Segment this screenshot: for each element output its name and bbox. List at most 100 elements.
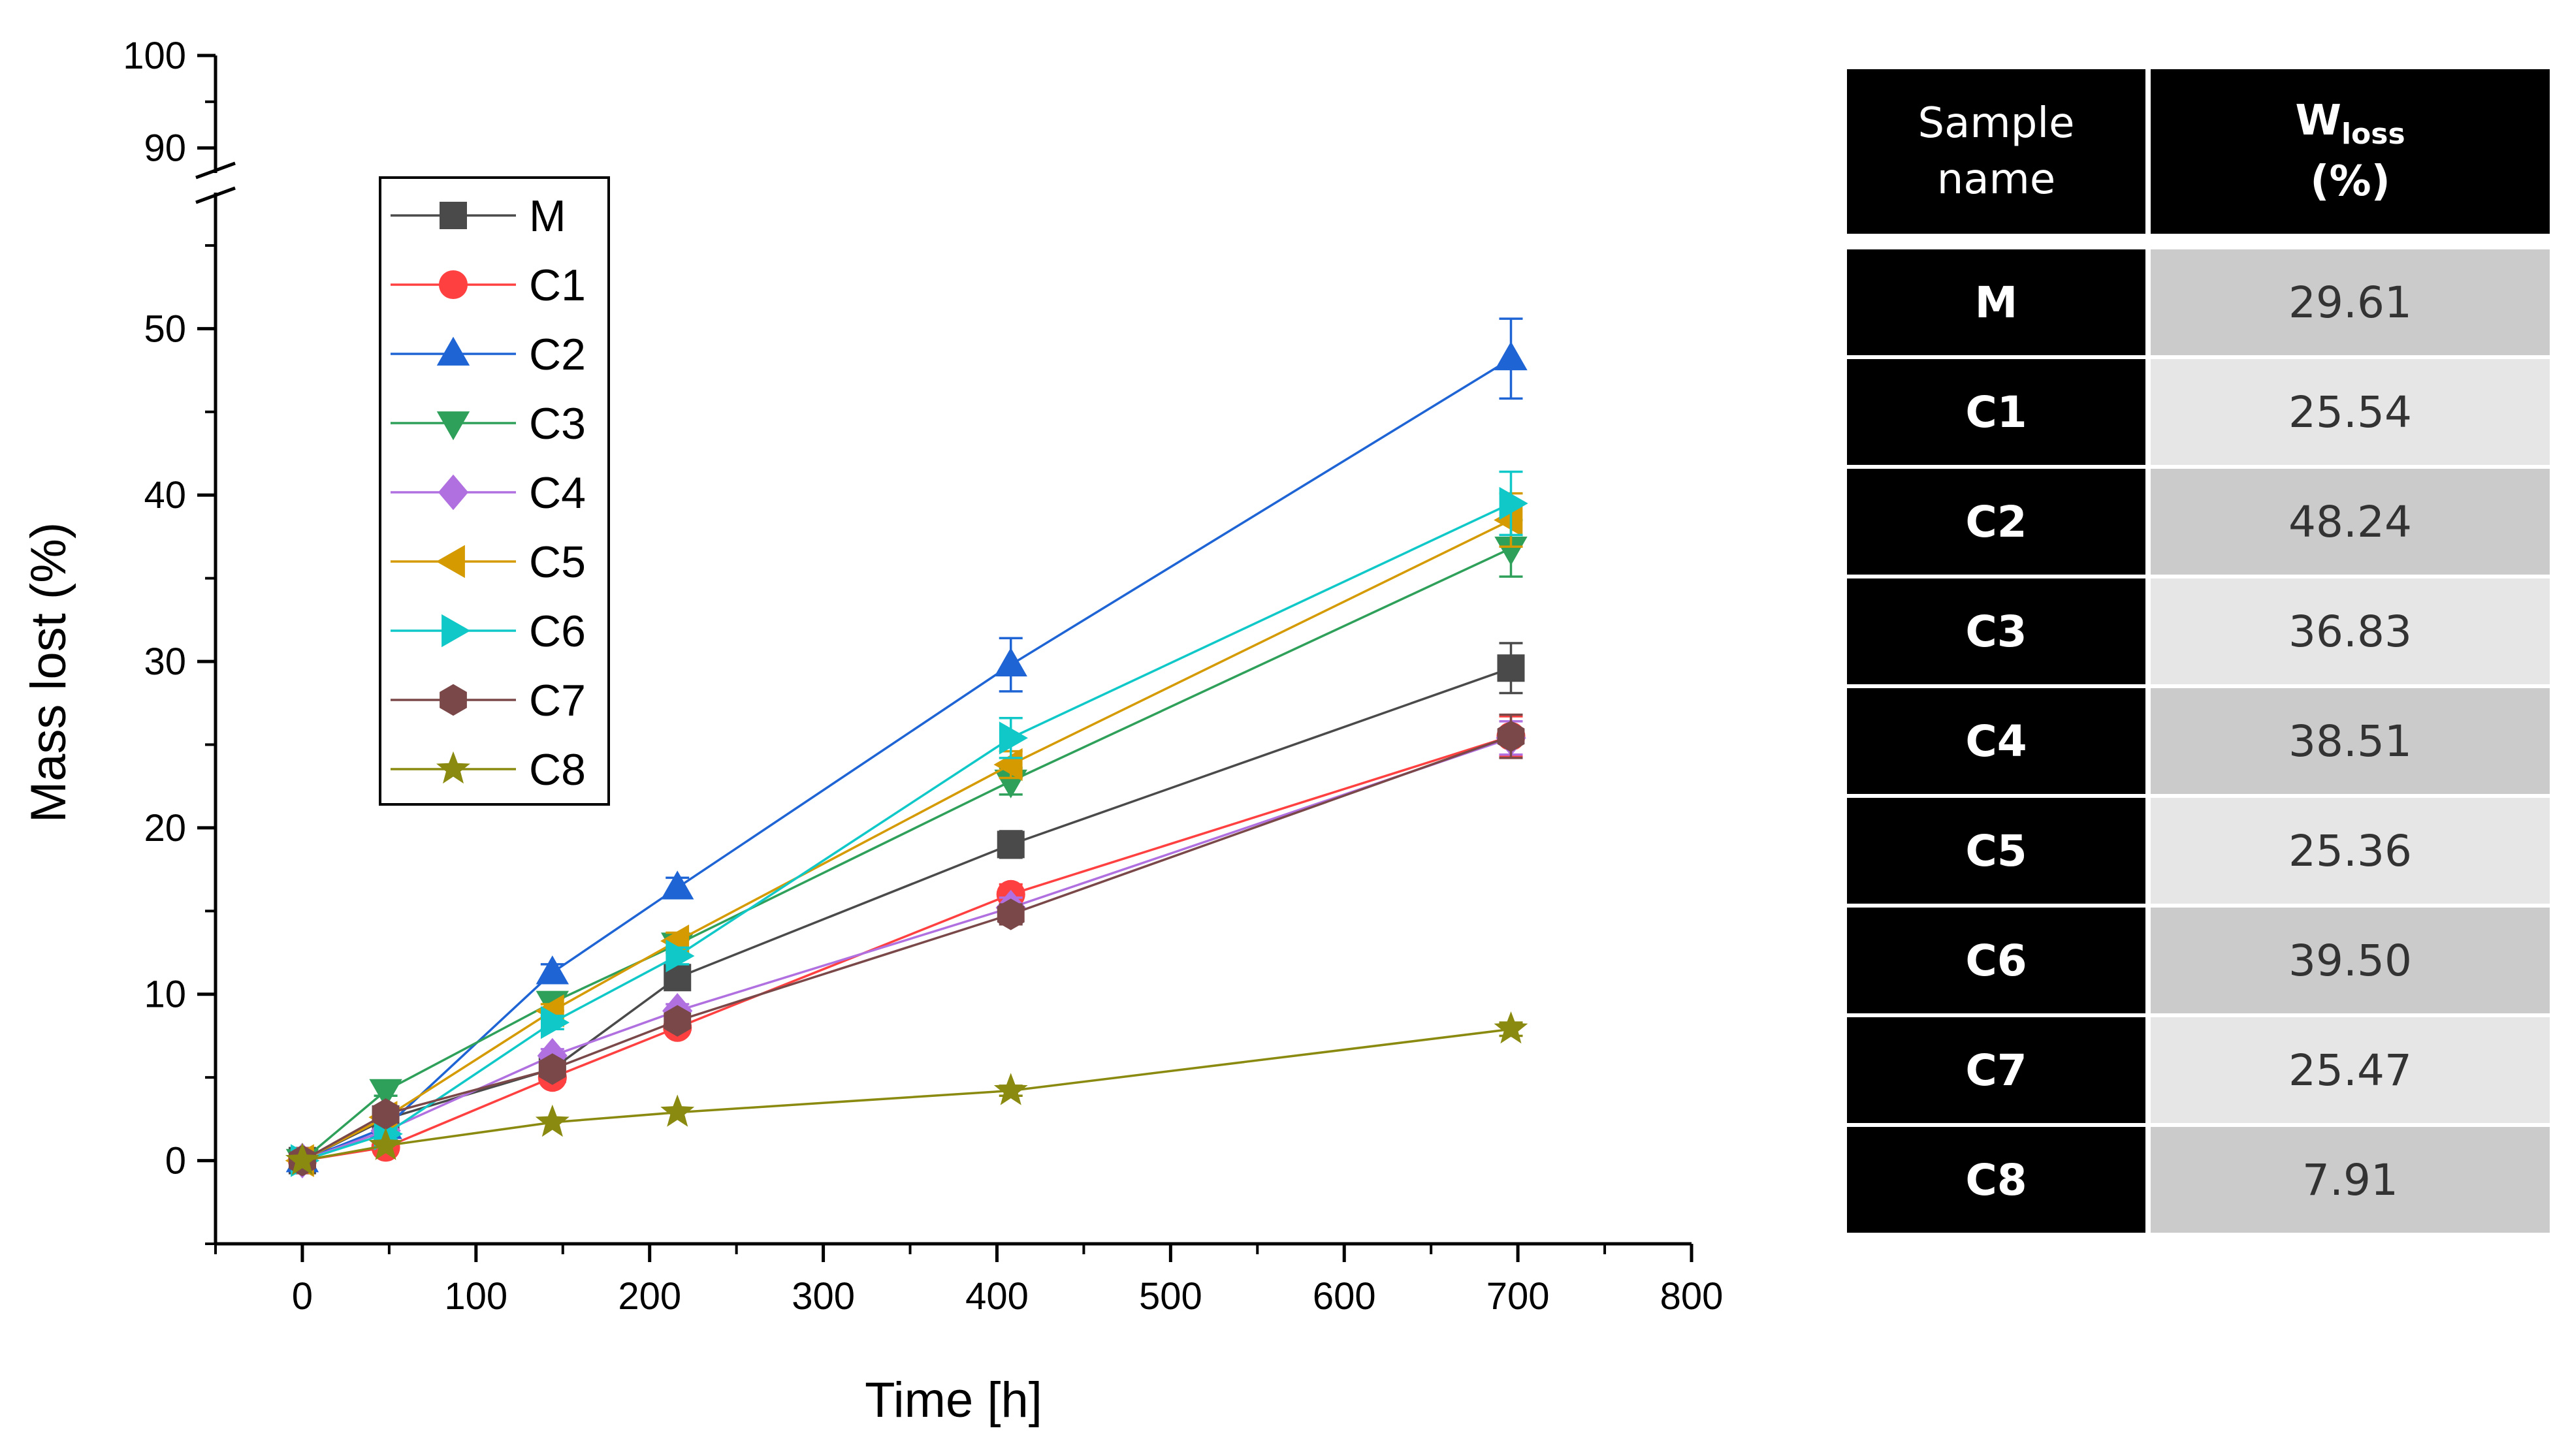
legend-label: C7 [529, 676, 586, 725]
data-point [536, 955, 569, 985]
wloss-header: Wloss (%) [2151, 69, 2550, 234]
sample-name-cell: C3 [1847, 578, 2145, 684]
header-loss-sub: loss [2341, 118, 2405, 151]
sample-name-cell: C2 [1847, 469, 2145, 575]
data-point [1494, 536, 1528, 565]
data-point [372, 1098, 400, 1130]
table-spacer [1847, 238, 2550, 245]
data-point [993, 1073, 1028, 1105]
axis-break-mark [195, 186, 236, 204]
y-tick-label: 30 [144, 641, 186, 683]
sample-name-cell: C8 [1847, 1127, 2145, 1233]
legend-marker [436, 411, 470, 441]
legend-marker [441, 614, 471, 648]
x-tick-label: 800 [1660, 1275, 1724, 1318]
table-row: C5 25.36 [1847, 798, 2550, 904]
y-axis-title: Mass lost (%) [21, 522, 76, 823]
x-tick-label: 200 [618, 1275, 681, 1318]
header-unit: (%) [2310, 157, 2390, 206]
data-point [994, 647, 1027, 676]
legend-marker [436, 751, 470, 784]
sample-name-cell: C4 [1847, 688, 2145, 794]
x-tick-label: 400 [965, 1275, 1029, 1318]
x-tick-label: 0 [292, 1275, 313, 1318]
data-point [999, 721, 1028, 755]
data-point [541, 1005, 570, 1039]
legend: M C1 C2 C3 C4 C5 C6 C7 C8 [379, 176, 610, 806]
axes: 0 100 200 300 400 500 600 700 800 0 10 20 30 40 50 90 10… [123, 35, 1723, 1318]
y-tick-label: 90 [144, 127, 186, 170]
data-point [661, 870, 694, 900]
table-body: M 29.61 C1 25.54 C2 48.24 C3 36.83 C4 38.51 C5 25.3… [1847, 238, 2550, 1233]
legend-label: C8 [529, 745, 586, 795]
table-row: C3 36.83 [1847, 578, 2550, 684]
data-point [368, 1128, 403, 1160]
table-row: C4 38.51 [1847, 688, 2550, 794]
data-point [664, 1005, 692, 1037]
y-tick-label: 20 [144, 807, 186, 849]
sample-name-cell: C5 [1847, 798, 2145, 904]
table-row: C7 25.47 [1847, 1017, 2550, 1123]
legend-marker [440, 684, 467, 716]
data-point [535, 1104, 570, 1137]
legend-label: C6 [529, 607, 586, 656]
axis-break-mark [195, 161, 236, 180]
legend-label: C5 [529, 537, 586, 587]
weight-loss-table: Sample name Wloss (%) M 29.61 C1 25.54 C2 48.… [1842, 65, 2555, 1237]
table-row: C1 25.54 [1847, 359, 2550, 465]
x-axis-title: Time [h] [865, 1372, 1042, 1428]
series-line [301, 547, 1512, 1162]
y-tick-label: 100 [123, 35, 186, 77]
x-tick-label: 700 [1486, 1275, 1550, 1318]
data-point [660, 1094, 695, 1127]
legend-marker [440, 202, 467, 229]
x-tick-label: 100 [444, 1275, 507, 1318]
series-line [302, 735, 1512, 1162]
series-c8 [285, 1011, 1528, 1175]
series-line [302, 518, 1512, 1162]
data-point [993, 748, 1023, 782]
wloss-value-cell: 7.91 [2151, 1127, 2550, 1233]
legend-marker [436, 336, 470, 366]
data-point [1499, 486, 1528, 520]
data-point [1497, 720, 1525, 752]
series-line [302, 667, 1512, 1162]
data-point [369, 1079, 402, 1108]
x-tick-label: 500 [1139, 1275, 1202, 1318]
data-series [285, 317, 1528, 1179]
header-w: W [2295, 97, 2341, 146]
x-tick-label: 300 [792, 1275, 855, 1318]
series-line [302, 357, 1512, 1162]
sample-name-cell: C1 [1847, 359, 2145, 465]
series-line [302, 736, 1512, 1162]
wloss-value-cell: 25.47 [2151, 1017, 2550, 1123]
data-point [285, 1143, 319, 1175]
wloss-value-cell: 38.51 [2151, 688, 2550, 794]
data-point [538, 1053, 566, 1085]
wloss-value-cell: 29.61 [2151, 249, 2550, 355]
data-point [666, 939, 695, 973]
y-tick-label: 40 [144, 474, 186, 516]
series-line [302, 502, 1512, 1162]
wloss-value-cell: 39.50 [2151, 908, 2550, 1013]
data-point [1497, 654, 1525, 682]
data-point [1494, 341, 1528, 371]
x-tick-label: 600 [1313, 1275, 1376, 1318]
legend-marker [436, 545, 465, 578]
data-point [997, 831, 1025, 859]
legend-label: C4 [529, 468, 586, 518]
y-tick-label: 50 [144, 308, 186, 350]
wloss-value-cell: 48.24 [2151, 469, 2550, 575]
legend-label: C3 [529, 399, 586, 449]
table-row: M 29.61 [1847, 249, 2550, 355]
sample-name-cell: C7 [1847, 1017, 2145, 1123]
data-point [1494, 1011, 1528, 1044]
sample-name-header: Sample name [1847, 69, 2145, 234]
data-point [1494, 503, 1523, 537]
legend-label: M [529, 191, 566, 241]
legend-label: C2 [529, 330, 586, 379]
wloss-value-cell: 36.83 [2151, 578, 2550, 684]
table-row: C6 39.50 [1847, 908, 2550, 1013]
y-tick-label: 0 [165, 1140, 186, 1182]
